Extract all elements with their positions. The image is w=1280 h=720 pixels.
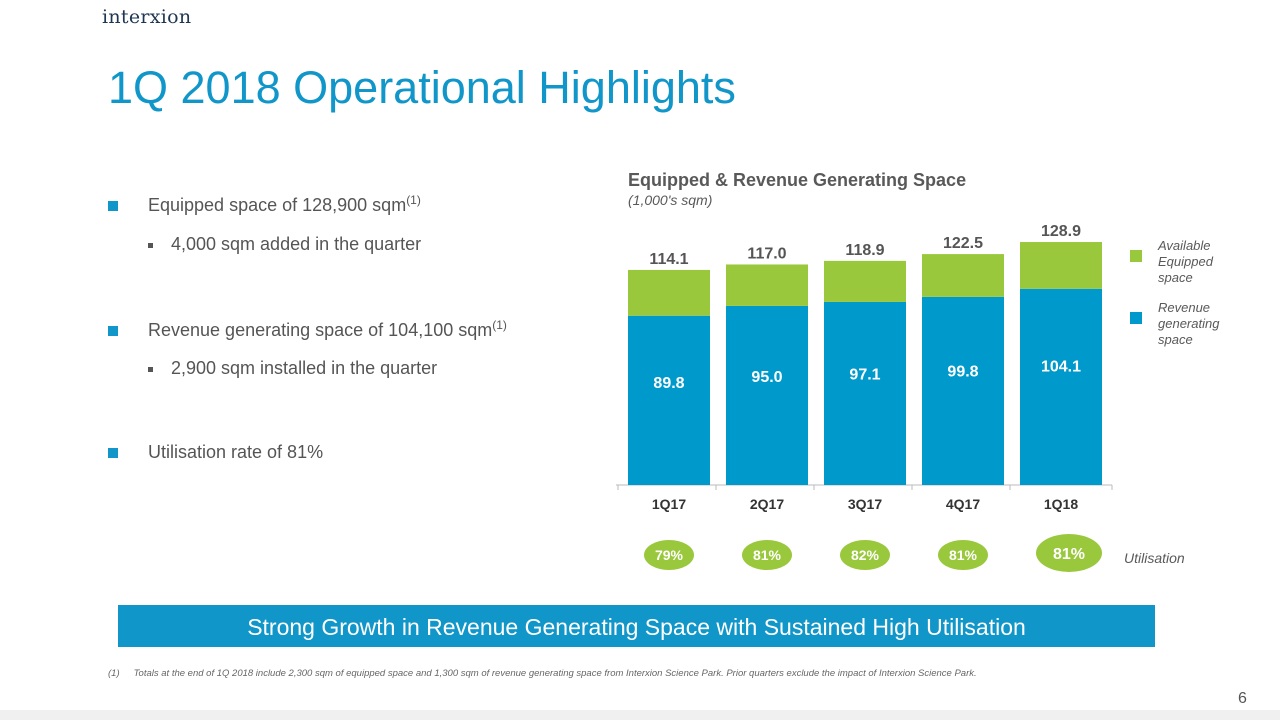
bullet-text: Utilisation rate of 81% [148, 442, 324, 462]
footnote-ref: (1) [492, 318, 507, 332]
footnote-ref: (1) [406, 193, 421, 207]
bar-revenue [1020, 288, 1102, 485]
revenue-data-label: 99.8 [947, 363, 978, 380]
utilisation-badge [742, 540, 792, 570]
legend-swatch-revenue [1130, 312, 1142, 324]
utilisation-value: 79% [655, 547, 684, 563]
total-data-label: 122.5 [943, 235, 983, 252]
total-data-label: 118.9 [845, 242, 884, 259]
stacked-bar-chart: 89.8 114.1 1Q17 79% 95.0 117.0 2Q17 81% 97.1 118.… [616, 223, 1113, 572]
footnote-text: Totals at the end of 1Q 2018 include 2,3… [133, 668, 977, 679]
legend-available: Available Equipped space [1158, 238, 1213, 286]
x-tick-label: 1Q17 [652, 496, 686, 512]
total-data-label: 114.1 [649, 251, 688, 268]
bullet-square-icon [108, 201, 118, 212]
legend-revenue: Revenue generating space [1158, 300, 1219, 348]
legend-text: space [1158, 270, 1193, 285]
bar-revenue [726, 305, 808, 485]
bullet-equipped: Equipped space of 128,900 sqm(1) [108, 193, 421, 216]
bullet-text: Equipped space of 128,900 sqm [148, 195, 407, 215]
legend-text: Available [1158, 238, 1211, 253]
utilisation-value: 81% [1053, 546, 1085, 563]
bullet-square-icon [148, 366, 153, 372]
x-tick-label: 2Q17 [750, 496, 784, 512]
bullet-revenue: Revenue generating space of 104,100 sqm(… [108, 318, 507, 341]
summary-banner: Strong Growth in Revenue Generating Spac… [118, 605, 1155, 647]
revenue-data-label: 104.1 [1041, 358, 1081, 375]
chart-subtitle: (1,000's sqm) [628, 192, 713, 208]
page-number: 6 [1238, 690, 1247, 707]
utilisation-value: 81% [949, 547, 978, 563]
legend-text: generating [1158, 316, 1220, 331]
total-data-label: 128.9 [1041, 223, 1081, 240]
bar-available [922, 254, 1004, 297]
bullet-text: Revenue generating space of 104,100 sqm [148, 320, 493, 340]
footnote-marker: (1) [108, 668, 120, 679]
interxion-logo: interxion [102, 6, 192, 28]
bar-revenue [824, 301, 906, 485]
bullet-text: 4,000 sqm added in the quarter [171, 234, 422, 254]
bar-revenue [922, 296, 1004, 485]
revenue-data-label: 97.1 [849, 367, 880, 384]
sub-bullet-installed: 2,900 sqm installed in the quarter [148, 358, 437, 379]
bar-available [1020, 242, 1102, 289]
bar-available [628, 269, 710, 316]
utilisation-label: Utilisation [1124, 550, 1185, 566]
legend-text: space [1158, 332, 1193, 347]
bullet-square-icon [148, 242, 153, 248]
x-tick-label: 4Q17 [946, 496, 980, 512]
utilisation-badge [1036, 534, 1102, 572]
bullet-utilisation: Utilisation rate of 81% [108, 442, 323, 463]
x-tick-label: 3Q17 [848, 496, 882, 512]
legend-text: Equipped [1158, 254, 1213, 269]
revenue-data-label: 89.8 [653, 375, 684, 392]
page-title: 1Q 2018 Operational Highlights [108, 62, 736, 113]
chart-title: Equipped & Revenue Generating Space [628, 170, 967, 190]
footnote: (1) Totals at the end of 1Q 2018 include … [108, 668, 991, 679]
bottom-bar [0, 710, 1280, 720]
x-tick-label: 1Q18 [1044, 496, 1078, 512]
utilisation-value: 81% [753, 547, 782, 563]
bullet-square-icon [108, 326, 118, 337]
total-data-label: 117.0 [747, 245, 786, 262]
utilisation-badge [644, 540, 694, 570]
sub-bullet-added: 4,000 sqm added in the quarter [148, 234, 421, 255]
revenue-data-label: 95.0 [751, 369, 782, 386]
legend-text: Revenue [1158, 300, 1211, 315]
bar-available [726, 264, 808, 306]
utilisation-badge [840, 540, 890, 570]
bar-revenue [628, 315, 710, 485]
bullet-text: 2,900 sqm installed in the quarter [171, 358, 438, 378]
utilisation-badge [938, 540, 988, 570]
bar-available [824, 260, 906, 302]
utilisation-value: 82% [851, 547, 880, 563]
bullet-square-icon [108, 448, 118, 459]
legend-swatch-available [1130, 250, 1142, 262]
